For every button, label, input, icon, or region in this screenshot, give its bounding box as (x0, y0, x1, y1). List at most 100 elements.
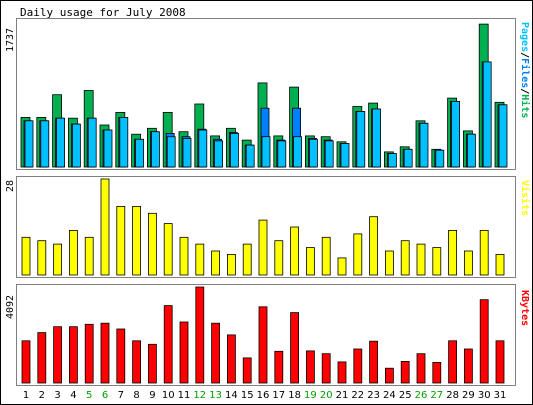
legend-kbytes: KBytes (519, 290, 530, 326)
x-label-day-12: 12 (193, 390, 206, 401)
bar-pages-day-10 (166, 136, 176, 168)
bar-kbytes-day-31 (495, 340, 505, 384)
bar-kbytes-day-18 (290, 312, 300, 384)
bar-kbytes-day-22 (353, 348, 363, 384)
bar-visits-day-29 (463, 250, 473, 276)
x-label-day-9: 9 (149, 390, 155, 401)
bar-pages-day-28 (451, 101, 461, 168)
bar-visits-day-1 (21, 236, 31, 276)
bar-visits-day-4 (69, 229, 78, 276)
bar-kbytes-day-24 (384, 367, 394, 384)
bar-pages-day-21 (340, 143, 350, 168)
bar-pages-day-3 (56, 117, 65, 168)
bar-kbytes-day-11 (179, 321, 189, 384)
bar-pages-day-26 (419, 122, 429, 168)
x-label-day-27: 27 (430, 390, 443, 401)
bar-pages-day-9 (150, 131, 160, 168)
x-label-day-11: 11 (178, 390, 191, 401)
legend-hits: Hits (519, 94, 531, 118)
bar-kbytes-day-27 (432, 361, 442, 384)
bar-pages-day-22 (356, 111, 366, 168)
x-label-day-14: 14 (225, 390, 238, 401)
bar-kbytes-day-20 (321, 353, 331, 384)
x-label-day-13: 13 (209, 390, 222, 401)
legend-sep-2: / (519, 88, 530, 94)
x-label-day-20: 20 (320, 390, 333, 401)
bar-pages-day-12 (198, 129, 208, 168)
bar-visits-day-15 (242, 243, 252, 276)
bar-kbytes-day-3 (53, 326, 62, 384)
bar-visits-day-5 (84, 236, 94, 276)
bar-visits-day-9 (147, 212, 157, 276)
hits-max-label: 1737 (5, 28, 16, 52)
bar-pages-day-27 (435, 149, 445, 168)
bar-kbytes-day-15 (242, 357, 252, 384)
bar-visits-day-21 (337, 257, 347, 276)
x-label-day-22: 22 (351, 390, 364, 401)
x-label-day-7: 7 (118, 390, 124, 401)
x-label-day-23: 23 (367, 390, 380, 401)
bar-kbytes-day-5 (84, 323, 94, 384)
bar-pages-day-29 (466, 133, 476, 168)
bar-visits-day-7 (116, 205, 126, 276)
x-label-day-25: 25 (399, 390, 412, 401)
bar-pages-day-17 (277, 140, 287, 168)
bar-visits-day-19 (305, 247, 315, 276)
bar-visits-day-14 (226, 253, 236, 276)
bar-visits-day-30 (479, 229, 489, 276)
x-label-day-29: 29 (462, 390, 475, 401)
bar-visits-day-3 (53, 243, 62, 276)
legend-sep-1: / (519, 52, 530, 58)
bar-kbytes-day-19 (305, 350, 315, 384)
bar-pages-day-31 (498, 104, 508, 168)
x-label-day-26: 26 (415, 390, 428, 401)
bar-kbytes-day-9 (147, 343, 157, 384)
bar-pages-day-16 (261, 136, 271, 168)
bar-visits-day-11 (179, 236, 189, 276)
bar-pages-day-20 (324, 140, 334, 168)
bar-kbytes-day-1 (21, 340, 31, 384)
x-label-day-30: 30 (478, 390, 491, 401)
x-label-day-8: 8 (133, 390, 139, 401)
bar-pages-day-11 (182, 137, 192, 168)
bar-visits-day-20 (321, 236, 331, 276)
bar-visits-day-31 (495, 253, 505, 276)
bar-kbytes-day-28 (448, 340, 458, 384)
bar-kbytes-day-16 (258, 306, 268, 384)
x-label-day-15: 15 (241, 390, 254, 401)
bar-pages-day-8 (135, 138, 145, 168)
bar-visits-day-6 (100, 178, 110, 276)
bar-visits-day-13 (211, 250, 221, 276)
bar-kbytes-day-7 (116, 328, 126, 384)
bar-kbytes-day-17 (274, 350, 284, 384)
bar-visits-day-22 (353, 233, 363, 276)
bar-pages-day-4 (72, 123, 81, 168)
x-label-day-28: 28 (446, 390, 459, 401)
bar-kbytes-day-25 (400, 360, 410, 384)
bar-kbytes-day-2 (37, 332, 47, 384)
bar-kbytes-day-23 (369, 340, 379, 384)
bar-pages-day-19 (308, 138, 318, 168)
bar-pages-day-15 (245, 144, 255, 168)
bar-kbytes-day-4 (69, 326, 78, 384)
bar-pages-day-24 (387, 153, 397, 168)
x-label-day-17: 17 (272, 390, 285, 401)
x-label-day-6: 6 (102, 390, 108, 401)
bar-visits-day-12 (195, 243, 205, 276)
bar-visits-day-27 (432, 247, 442, 276)
x-label-day-10: 10 (162, 390, 175, 401)
bar-kbytes-day-26 (416, 353, 426, 384)
bar-kbytes-day-12 (195, 286, 205, 384)
bar-pages-day-7 (119, 117, 129, 168)
bar-visits-day-17 (274, 240, 284, 276)
bar-visits-day-28 (448, 229, 458, 276)
chart-title: Daily usage for July 2008 (20, 6, 186, 19)
bar-pages-day-14 (229, 132, 239, 168)
x-label-day-1: 1 (23, 390, 29, 401)
bar-pages-day-25 (403, 148, 413, 168)
bar-pages-day-1 (24, 120, 34, 168)
bar-visits-day-8 (132, 205, 142, 276)
bar-visits-day-18 (290, 226, 300, 276)
bar-visits-day-10 (163, 223, 173, 276)
